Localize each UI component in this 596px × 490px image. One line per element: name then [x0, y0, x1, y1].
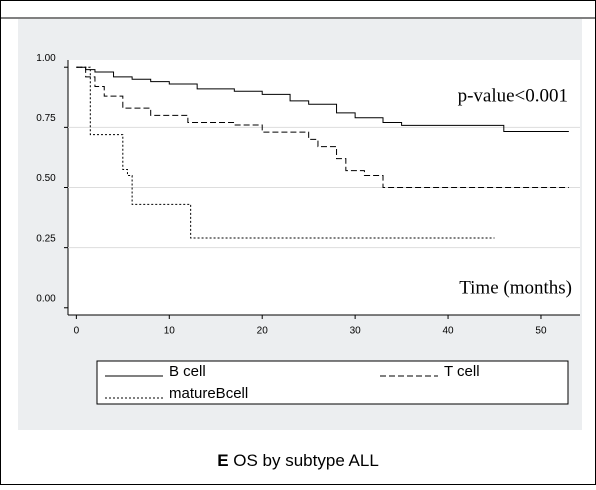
y-tick-label: 0.75 — [36, 113, 56, 124]
annotation: Time (months) — [459, 277, 572, 298]
x-tick-label: 30 — [350, 326, 362, 337]
caption-text: OS by subtype ALL — [233, 451, 379, 470]
legend-label: T cell — [444, 363, 480, 380]
legend — [96, 360, 569, 405]
x-tick-label: 0 — [74, 326, 80, 337]
legend-label: matureBcell — [169, 385, 248, 402]
caption-letter: E — [217, 451, 228, 470]
y-tick-label: 1.00 — [36, 53, 56, 64]
legend-label: B cell — [169, 363, 206, 380]
x-tick-label: 40 — [442, 326, 454, 337]
y-tick-label: 0.25 — [36, 233, 56, 244]
survival-curve — [76, 66, 569, 188]
y-tick-label: 0.00 — [36, 293, 56, 304]
survival-curve — [76, 66, 569, 132]
x-tick-label: 10 — [164, 326, 176, 337]
y-tick-label: 0.50 — [36, 173, 56, 184]
x-tick-label: 20 — [257, 326, 269, 337]
caption: E OS by subtype ALL — [217, 451, 379, 470]
annotation: p-value<0.001 — [458, 85, 568, 106]
survival-curve — [76, 66, 495, 239]
x-tick-label: 50 — [535, 326, 547, 337]
